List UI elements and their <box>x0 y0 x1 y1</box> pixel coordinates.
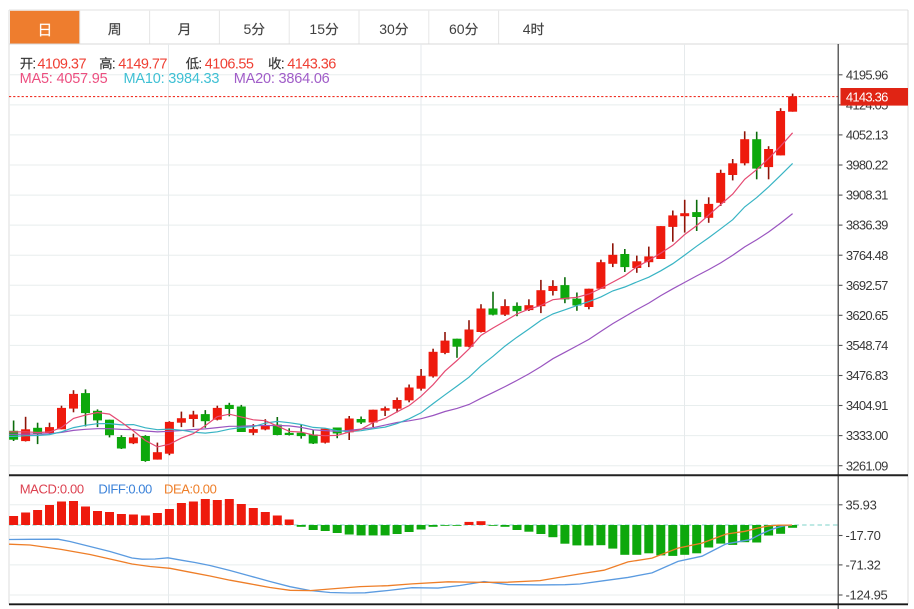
svg-text::: : <box>32 56 36 72</box>
svg-text:4149.77: 4149.77 <box>118 56 167 72</box>
svg-text:5: 5 <box>317 21 325 37</box>
svg-text:-71.32: -71.32 <box>846 558 881 573</box>
svg-text:MACD:0.00: MACD:0.00 <box>20 481 84 496</box>
svg-text:0: 0 <box>387 21 395 37</box>
svg-text:MA5: 4057.95: MA5: 4057.95 <box>20 71 108 87</box>
svg-text:3: 3 <box>379 21 387 37</box>
svg-text:4195.96: 4195.96 <box>846 67 888 82</box>
svg-text:3692.57: 3692.57 <box>846 278 888 293</box>
svg-text:MA10: 3984.33: MA10: 3984.33 <box>124 71 220 87</box>
svg-text::: : <box>281 56 285 72</box>
svg-text:4143.36: 4143.36 <box>287 56 336 72</box>
svg-text:4: 4 <box>523 21 531 37</box>
svg-text:MA20: 3864.06: MA20: 3864.06 <box>234 71 330 87</box>
svg-text:4052.13: 4052.13 <box>846 128 888 143</box>
svg-text:3548.74: 3548.74 <box>846 338 888 353</box>
svg-text:4106.55: 4106.55 <box>205 56 254 72</box>
svg-text::: : <box>198 56 202 72</box>
svg-text:-17.70: -17.70 <box>846 528 881 543</box>
svg-text:6: 6 <box>449 21 457 37</box>
svg-text:-124.95: -124.95 <box>846 588 888 603</box>
svg-text:3476.83: 3476.83 <box>846 368 888 383</box>
svg-text:3404.91: 3404.91 <box>846 398 888 413</box>
svg-text:1: 1 <box>309 21 317 37</box>
svg-text:3261.09: 3261.09 <box>846 458 888 473</box>
svg-text:4143.36: 4143.36 <box>846 89 888 104</box>
svg-text:0: 0 <box>457 21 465 37</box>
svg-text:3620.65: 3620.65 <box>846 308 888 323</box>
svg-text::: : <box>112 56 116 72</box>
svg-text:DEA:0.00: DEA:0.00 <box>164 481 217 496</box>
svg-text:35.93: 35.93 <box>846 497 877 512</box>
svg-text:DIFF:0.00: DIFF:0.00 <box>98 481 152 496</box>
svg-text:3333.00: 3333.00 <box>846 428 888 443</box>
svg-text:3764.48: 3764.48 <box>846 248 888 263</box>
svg-text:3908.31: 3908.31 <box>846 188 888 203</box>
svg-text:4109.37: 4109.37 <box>37 56 86 72</box>
svg-text:5: 5 <box>244 21 252 37</box>
svg-text:3836.39: 3836.39 <box>846 218 888 233</box>
svg-text:3980.22: 3980.22 <box>846 158 888 173</box>
